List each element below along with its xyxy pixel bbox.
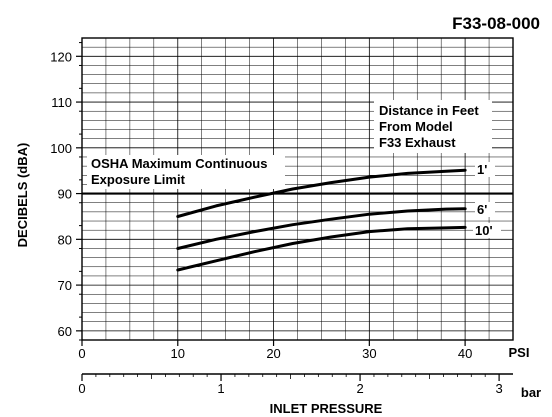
- x-axis-label: INLET PRESSURE: [270, 401, 383, 416]
- series-label: 1': [477, 162, 487, 177]
- series-label-bg: [475, 202, 495, 217]
- legend-title-line: F33 Exhaust: [379, 135, 456, 150]
- bar-tick-label: 2: [356, 381, 363, 396]
- series-line-1: [176, 207, 467, 250]
- y-tick-label: 120: [50, 49, 72, 64]
- psi-unit-label: PSI: [509, 345, 530, 360]
- series-group: 1' 6' 10': [176, 162, 501, 272]
- legend-title-line: From Model: [379, 119, 453, 134]
- series-label-bg: [473, 223, 501, 238]
- y-tick-label: 80: [58, 232, 72, 247]
- bar-unit-label: bar: [521, 385, 541, 400]
- series-label: 6': [477, 202, 487, 217]
- y-tick-label: 90: [58, 187, 72, 202]
- bar-tick-label: 1: [217, 381, 224, 396]
- y-tick-label: 60: [58, 324, 72, 339]
- bar-tick-label: 0: [78, 381, 85, 396]
- chart-title: F33-08-000: [452, 14, 540, 33]
- series-label: 10': [475, 223, 493, 238]
- psi-tick-label: 10: [171, 346, 185, 361]
- psi-tick-label: 40: [458, 346, 472, 361]
- osha-label-line: Exposure Limit: [91, 172, 186, 187]
- series-line-2: [176, 225, 467, 272]
- series-label-bg: [475, 162, 495, 177]
- osha-label-box: [87, 155, 285, 189]
- psi-tick-label: 30: [362, 346, 376, 361]
- psi-tick-label: 0: [78, 346, 85, 361]
- bar-tick-label: 3: [495, 381, 502, 396]
- legend-title-line: Distance in Feet: [379, 103, 479, 118]
- series-line-0: [176, 168, 467, 218]
- psi-tick-label: 20: [266, 346, 280, 361]
- y-axis-label: DECIBELS (dBA): [15, 143, 30, 248]
- axes: 60 70 80 90 100 110 120 0 10 20 30 40 0 1 2 3: [50, 42, 513, 396]
- y-tick-label: 70: [58, 278, 72, 293]
- legend-box: [374, 100, 492, 153]
- y-tick-label: 110: [51, 95, 72, 110]
- y-tick-label: 100: [50, 141, 72, 156]
- osha-label-line: OSHA Maximum Continuous: [91, 156, 267, 171]
